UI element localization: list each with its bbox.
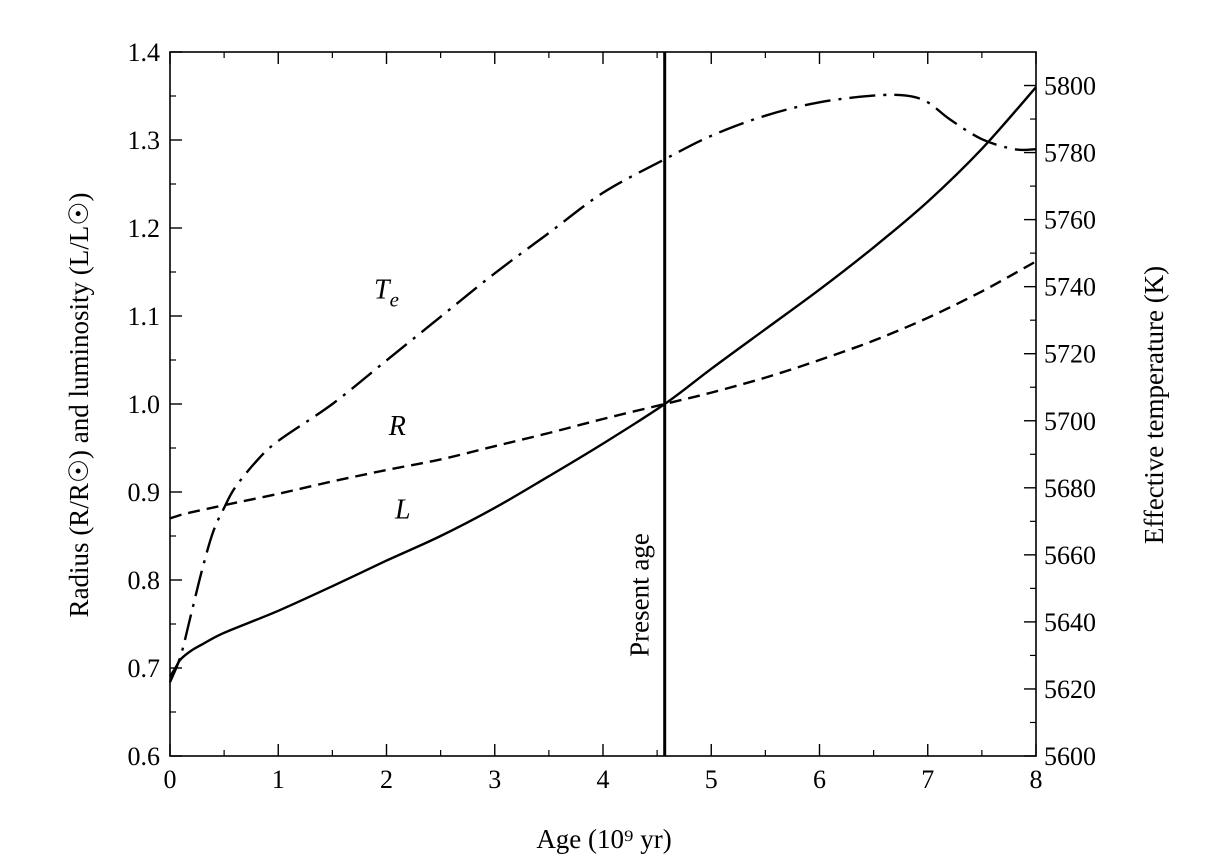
x-tick-label: 4 <box>597 765 610 794</box>
x-tick-label: 6 <box>813 765 826 794</box>
y2-tick-label: 5720 <box>1044 340 1096 369</box>
y-axis-right: 5600 5620 5640 5660 5680 5700 5720 5740 5760 5780… <box>1024 72 1096 771</box>
x-axis: 0 1 2 3 4 5 6 7 8 <box>164 52 1043 794</box>
series-labels: Te R L <box>374 274 410 525</box>
plot-border <box>169 51 1037 757</box>
x-tick-label: 2 <box>380 765 393 794</box>
plot-frame <box>169 51 1037 757</box>
y2-tick-label: 5680 <box>1044 474 1096 503</box>
y2-tick-label: 5640 <box>1044 608 1096 637</box>
x-tick-label: 0 <box>164 765 177 794</box>
y-tick-label: 0.7 <box>128 654 161 683</box>
x-axis-label: Age (10⁹ yr) <box>536 824 671 854</box>
y2-tick-label: 5760 <box>1044 206 1096 235</box>
series-label: R <box>388 411 406 442</box>
y2-tick-label: 5660 <box>1044 541 1096 570</box>
y2-tick-label: 5700 <box>1044 407 1096 436</box>
series-line-te <box>168 93 1037 683</box>
present-age-marker: Present age <box>625 52 667 756</box>
y-axis-left: 0.6 0.7 0.8 0.9 1.0 1.1 1.2 1.3 1.4 <box>128 38 182 771</box>
y-tick-label: 0.9 <box>128 478 161 507</box>
y-tick-label: 0.6 <box>128 742 161 771</box>
series-label: L <box>394 494 411 525</box>
y2-axis-label: Effective temperature (K) <box>1139 266 1169 544</box>
x-tick-label: 1 <box>272 765 285 794</box>
series-lines <box>168 86 1037 683</box>
series-label: Te <box>374 274 399 311</box>
y-tick-label: 1.0 <box>128 390 161 419</box>
y2-tick-label: 5740 <box>1044 273 1096 302</box>
y-tick-label: 1.3 <box>128 126 161 155</box>
y-tick-label: 1.2 <box>128 214 161 243</box>
y2-tick-label: 5780 <box>1044 139 1096 168</box>
present-age-label: Present age <box>625 533 655 657</box>
y2-tick-label: 5600 <box>1044 742 1096 771</box>
series-line-l <box>168 86 1037 678</box>
x-tick-label: 7 <box>921 765 934 794</box>
y-tick-label: 1.1 <box>128 302 161 331</box>
x-tick-label: 5 <box>705 765 718 794</box>
y2-tick-label: 5800 <box>1044 72 1096 101</box>
y2-tick-label: 5620 <box>1044 675 1096 704</box>
y-axis-label: Radius (R/R☉) and luminosity (L/L☉) <box>64 193 94 618</box>
x-tick-label: 8 <box>1030 765 1043 794</box>
y-tick-label: 1.4 <box>128 38 161 67</box>
series-line-r <box>169 260 1037 520</box>
x-tick-label: 3 <box>488 765 501 794</box>
y-tick-label: 0.8 <box>128 566 161 595</box>
